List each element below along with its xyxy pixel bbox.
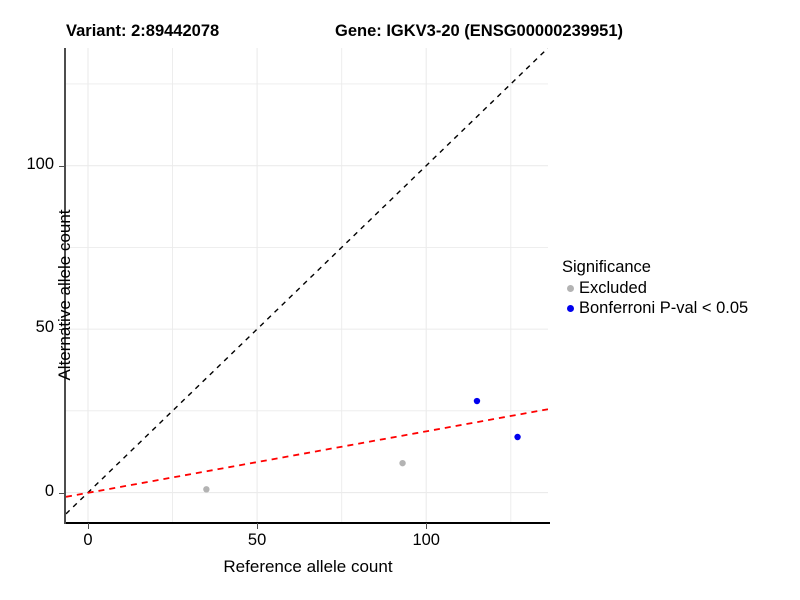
data-point [203,486,210,493]
chart-title-row: Variant: 2:89442078 Gene: IGKV3-20 (ENSG… [0,22,800,46]
x-tick-label: 100 [412,531,440,549]
legend-title: Significance [562,258,651,276]
plot-panel [66,48,548,522]
y-axis-label: Alternative allele count [55,209,74,381]
gene-title: Gene: IGKV3-20 (ENSG00000239951) [335,22,623,40]
y-tick-label: 0 [44,481,54,500]
legend-item: Bonferroni P-val < 0.05 [562,298,800,318]
legend-item: Excluded [562,278,800,298]
data-point [399,459,406,467]
y-tick-label: 50 [35,318,54,337]
x-axis-label: Reference allele count [223,557,393,576]
plot-graphics [66,48,548,522]
y-tick-mark [59,329,65,331]
regression-line [66,408,548,498]
x-tick-label: 50 [247,531,267,549]
data-points [203,397,521,493]
data-point [514,433,521,441]
grid-lines [66,48,548,522]
legend-items: Excluded Bonferroni P-val < 0.05 [562,278,800,318]
legend-key-excluded [562,284,579,292]
variant-title: Variant: 2:89442078 [66,22,220,40]
data-point [473,397,481,405]
y-tick-label: 100 [26,154,54,173]
y-tick-mark [59,492,65,494]
x-tick-mark [87,523,89,529]
x-tick-mark [426,523,428,529]
legend-item-label: Excluded [579,279,647,297]
x-axis-line [66,522,550,524]
legend-item-label: Bonferroni P-val < 0.05 [579,299,749,317]
legend-key-significant [562,304,579,312]
legend-dot-icon [567,284,574,292]
legend: Significance Excluded Bonferroni P-val < … [562,258,800,318]
legend-dot-icon [567,304,574,312]
identity-line [66,48,548,515]
y-tick-mark [59,165,65,167]
x-tick-mark [257,523,259,529]
y-axis-line [64,48,66,524]
x-tick-label: 0 [83,531,93,549]
